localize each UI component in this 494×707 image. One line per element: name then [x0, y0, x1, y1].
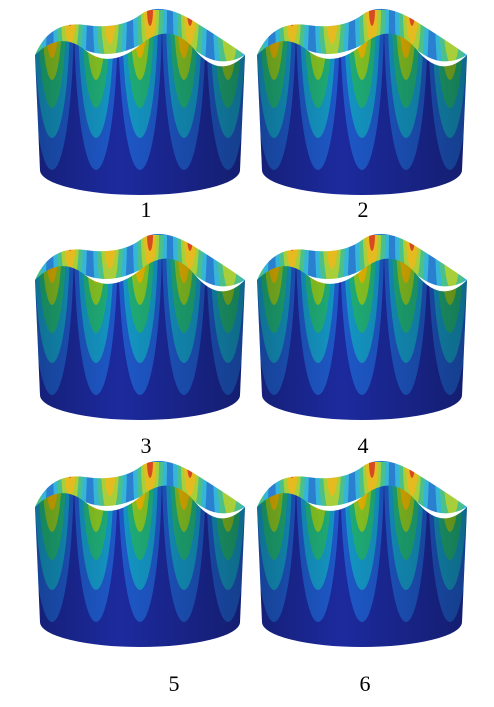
mode-shape [35, 234, 245, 420]
mode-shape [35, 9, 245, 195]
panel-label: 4 [358, 433, 369, 458]
mode-shape [257, 234, 467, 420]
panel-label: 2 [358, 197, 369, 222]
panel-label: 5 [169, 671, 180, 696]
mode-shape [257, 461, 467, 647]
panel-label: 1 [141, 197, 152, 222]
mode-shape [35, 461, 245, 647]
panel-label: 3 [141, 433, 152, 458]
figure: 1 2 3 4 5 6 [0, 0, 494, 702]
mode-shape [257, 9, 467, 195]
panel-label: 6 [360, 671, 371, 696]
